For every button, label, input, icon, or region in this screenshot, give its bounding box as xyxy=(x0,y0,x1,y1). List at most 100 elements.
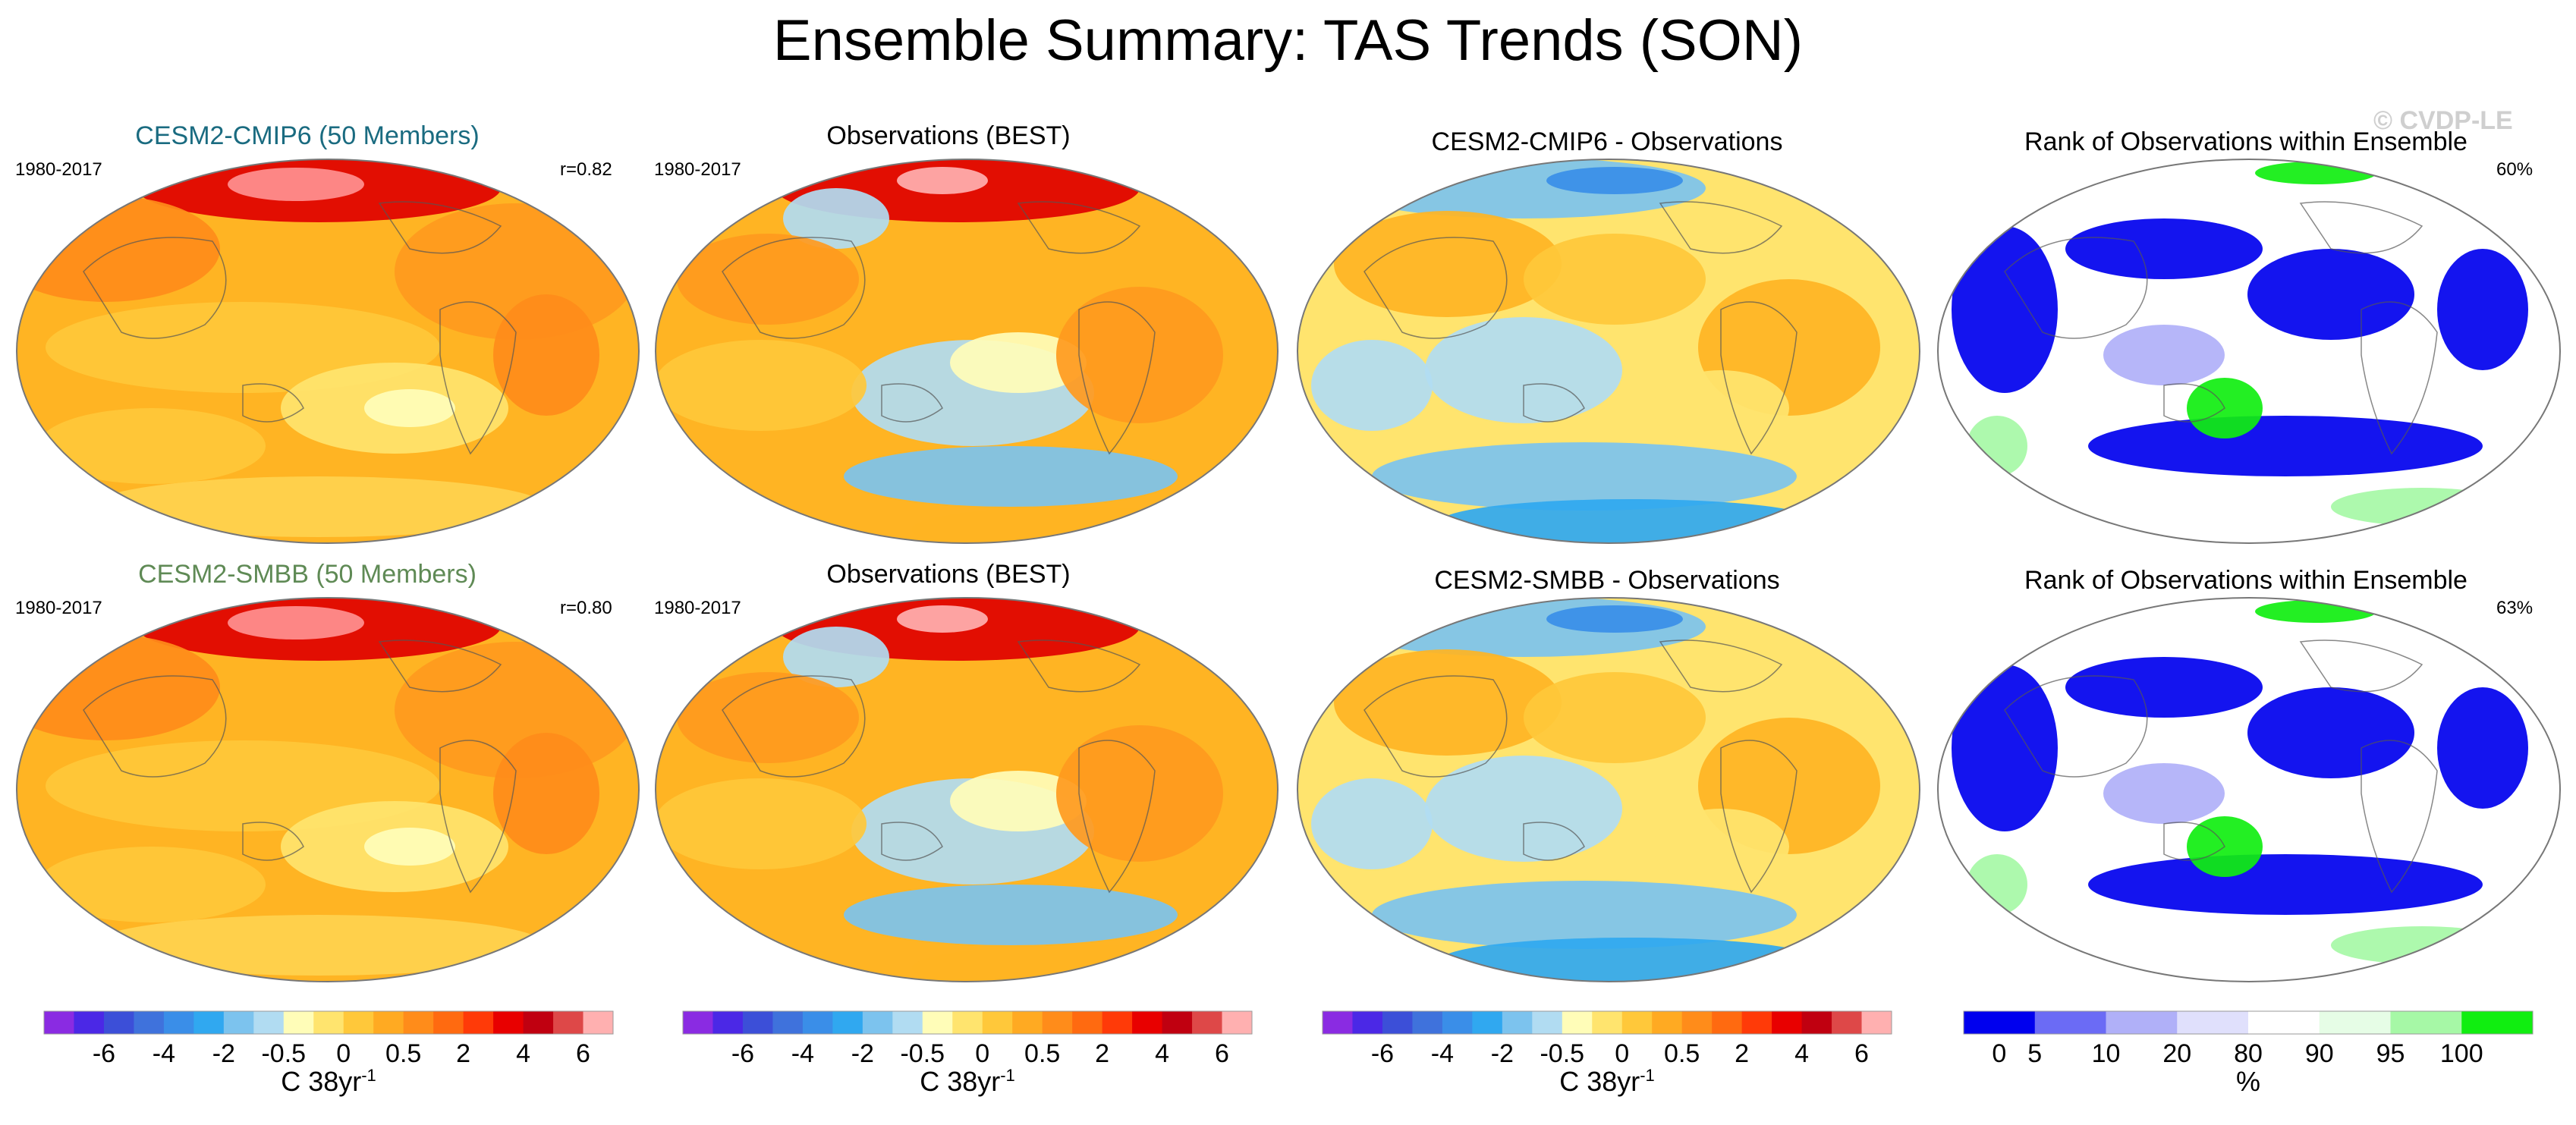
colorbar-box xyxy=(922,1011,953,1034)
colorbar-box xyxy=(1712,1011,1743,1034)
colorbar-tick-label: -2 xyxy=(1490,1039,1514,1068)
colorbar-tick-label: 0 xyxy=(975,1039,990,1068)
map-field-region xyxy=(91,915,546,976)
colorbar-tick-label: 6 xyxy=(1215,1039,1229,1068)
colorbar-tick-label: 2 xyxy=(1095,1039,1110,1068)
map-field-region xyxy=(783,188,889,249)
colorbar-box xyxy=(1502,1011,1533,1034)
map-field-region xyxy=(1653,809,1789,885)
map-field-region xyxy=(2255,600,2376,623)
map-border xyxy=(1937,159,2561,544)
colorbar-box xyxy=(712,1011,744,1034)
colorbar-trend-3 xyxy=(1322,1010,1892,1035)
map-field-region xyxy=(38,847,266,922)
colorbar-unit-3: C 38yr-1 xyxy=(1559,1066,1655,1097)
colorbar-box xyxy=(1412,1011,1443,1034)
colorbar-tick-label: -0.5 xyxy=(1540,1039,1585,1068)
map-field-region xyxy=(2247,687,2414,778)
colorbar-box xyxy=(2106,1011,2178,1034)
rank-percent-r2c4: 63% xyxy=(2496,598,2534,618)
coastline xyxy=(83,639,517,894)
colorbar-box xyxy=(742,1011,773,1034)
colorbar-tick-label: 2 xyxy=(1735,1039,1750,1068)
map-r1c1 xyxy=(16,159,640,544)
colorbar-box xyxy=(253,1011,285,1034)
colorbar-box xyxy=(1964,1011,2036,1034)
map-field-region xyxy=(1440,499,1820,543)
colorbar-tick-label: -2 xyxy=(212,1039,235,1068)
colorbar-rank xyxy=(1963,1010,2534,1035)
map-field-region xyxy=(2331,488,2513,526)
map-field-region xyxy=(1425,317,1622,423)
map-field-region xyxy=(364,389,455,427)
map-field-region xyxy=(2255,162,2376,184)
correlation-label-r2c1: r=0.80 xyxy=(560,598,612,618)
map-field-region xyxy=(1334,649,1562,756)
colorbar-unit-1: C 38yr-1 xyxy=(281,1066,376,1097)
map-field-region xyxy=(493,294,599,416)
map-field-region xyxy=(1967,854,2027,915)
map-field-region xyxy=(950,771,1087,831)
colorbar-box xyxy=(433,1011,464,1034)
map-field-region xyxy=(844,446,1178,507)
period-label-r1c1: 1980-2017 xyxy=(15,159,102,180)
colorbar-box xyxy=(1323,1011,1353,1034)
figure-title: Ensemble Summary: TAS Trends (SON) xyxy=(772,8,1804,73)
colorbar-box xyxy=(343,1011,374,1034)
colorbar-box xyxy=(1012,1011,1043,1034)
colorbar-tick-label: 20 xyxy=(2162,1039,2192,1068)
map-r1c3 xyxy=(1297,159,1920,544)
colorbar-box xyxy=(1562,1011,1593,1034)
rank-percent-r1c4: 60% xyxy=(2496,159,2534,180)
map-r1c4 xyxy=(1937,159,2561,544)
colorbar-tick-label: 100 xyxy=(2439,1039,2483,1068)
map-field-region xyxy=(656,778,867,869)
colorbar-tick-label: 4 xyxy=(516,1039,531,1068)
map-field-region xyxy=(1334,211,1562,317)
colorbar-tick-label: 90 xyxy=(2304,1039,2334,1068)
map-field-region xyxy=(1967,416,2027,476)
colorbar-box xyxy=(1832,1011,1863,1034)
colorbar-box xyxy=(1861,1011,1892,1034)
map-field-region xyxy=(677,234,859,325)
colorbar-tick-label: 0.5 xyxy=(1024,1039,1061,1068)
map-field-region xyxy=(2088,416,2483,476)
colorbar-tick-label: -4 xyxy=(152,1039,176,1068)
colorbar-box xyxy=(683,1011,713,1034)
colorbar-unit-rank: % xyxy=(2235,1066,2261,1097)
map-field-region xyxy=(1311,778,1433,869)
map-field-region xyxy=(1546,605,1683,633)
map-field-region xyxy=(1440,938,1820,982)
colorbar-box xyxy=(2390,1011,2462,1034)
map-field-region xyxy=(2088,854,2483,915)
coastline xyxy=(83,201,517,455)
colorbar-tick-label: -6 xyxy=(731,1039,755,1068)
colorbar-box xyxy=(2461,1011,2534,1034)
panel-title-r1c3: CESM2-CMIP6 - Observations xyxy=(1431,127,1783,156)
colorbar-tick-label: 4 xyxy=(1155,1039,1170,1068)
colorbar-box xyxy=(283,1011,314,1034)
map-r2c2 xyxy=(655,597,1279,982)
map-field-region xyxy=(656,340,867,431)
coastline xyxy=(1363,201,1798,455)
panel-title-r1c1: CESM2-CMIP6 (50 Members) xyxy=(135,121,480,150)
colorbar-frame xyxy=(1322,1010,1892,1035)
colorbar-tick-label: 6 xyxy=(1854,1039,1869,1068)
coastline xyxy=(1363,639,1798,894)
colorbar-box xyxy=(1102,1011,1133,1034)
colorbar-box xyxy=(2177,1011,2249,1034)
correlation-label-r1c1: r=0.82 xyxy=(560,159,612,180)
map-field-region xyxy=(1372,442,1797,511)
map-field-region xyxy=(2437,249,2528,370)
colorbar-tick-label: 0 xyxy=(1992,1039,2007,1068)
panel-title-r2c2: Observations (BEST) xyxy=(826,560,1071,589)
colorbar-box xyxy=(373,1011,404,1034)
map-border xyxy=(1297,159,1920,544)
colorbar-box xyxy=(1442,1011,1473,1034)
map-field-region xyxy=(897,167,988,194)
colorbar-tick-label: -4 xyxy=(1430,1039,1455,1068)
period-label-r1c2: 1980-2017 xyxy=(654,159,741,180)
colorbar-box xyxy=(583,1011,614,1034)
colorbar-box xyxy=(163,1011,194,1034)
colorbar-tick-label: 95 xyxy=(2376,1039,2405,1068)
